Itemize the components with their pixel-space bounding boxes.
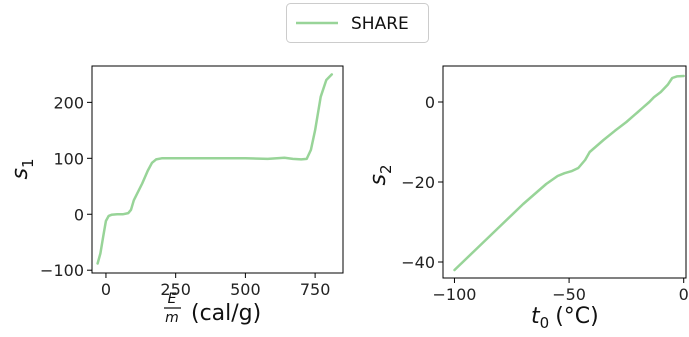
chart-right-y-tick-label-0: −40: [401, 253, 435, 272]
chart-right-y-label: s2: [366, 164, 395, 185]
chart-left-x-label-unit: (cal/g): [191, 301, 261, 326]
chart-right-x-ticks: −100 −50 0: [432, 278, 689, 304]
chart-left-y-tick-label-2: 100: [53, 149, 84, 168]
chart-left-x-tick-label-0: 0: [101, 280, 111, 299]
svg-text:s2: s2: [366, 164, 395, 185]
chart-left-x-label-numerator: E: [168, 291, 177, 307]
chart-right: −100 −50 0 −40−200 t0 (°C) s2: [366, 65, 689, 332]
chart-right-x-label-symbol: t: [531, 304, 541, 329]
chart-left-y-label-symbol: s: [8, 168, 33, 179]
chart-left-y-label: s1: [8, 158, 37, 179]
svg-text:t0(°C): t0 (°C): [531, 304, 599, 332]
chart-right-x-label: t0 (°C): [531, 304, 599, 332]
chart-right-series-share: [453, 74, 685, 272]
chart-left-x-ticks: 0 250 500 750: [101, 273, 331, 299]
chart-left-y-label-subscript: 1: [19, 158, 37, 168]
chart-right-y-ticks: −40 −20 0: [401, 93, 443, 272]
chart-left-y-tick-label-1: 0: [74, 205, 84, 224]
chart-right-x-label-unit: (°C): [555, 304, 599, 329]
chart-right-x-label-subscript: 0: [540, 314, 550, 332]
chart-right-y-tick-label-2: 0: [425, 93, 435, 112]
legend-label-share: SHARE: [351, 14, 409, 34]
chart-right-y-label-subscript: 2: [377, 164, 395, 174]
chart-right-x-tick-label-2: 0: [679, 285, 689, 304]
chart-left: 0 250 500 750 −100 0 100 200 E m (cal/g) s1: [8, 65, 344, 326]
chart-left-x-tick-label-3: 750: [300, 280, 331, 299]
chart-left-y-ticks: −100 0 100 200: [40, 93, 92, 280]
chart-right-frame: [442, 65, 687, 279]
chart-left-y-tick-label-0: −100: [40, 261, 84, 280]
legend-frame: [286, 3, 429, 43]
chart-left-frame: [91, 65, 344, 274]
chart-left-y-tick-label-3: 200: [53, 93, 84, 112]
chart-right-x-tick-label-0: −100: [432, 285, 476, 304]
chart-left-series-share: [96, 73, 334, 265]
chart-left-x-label-denominator: m: [165, 310, 179, 326]
legend: SHARE: [286, 3, 429, 43]
chart-left-x-tick-label-2: 500: [230, 280, 261, 299]
chart-left-x-tick-label-1: 250: [160, 280, 191, 299]
svg-text:s1: s1: [8, 158, 37, 179]
chart-left-x-label: E m (cal/g): [164, 291, 261, 326]
chart-right-y-tick-label-1: −20: [401, 173, 435, 192]
chart-right-y-label-symbol: s: [366, 174, 391, 185]
chart-right-x-tick-label-1: −50: [552, 285, 586, 304]
